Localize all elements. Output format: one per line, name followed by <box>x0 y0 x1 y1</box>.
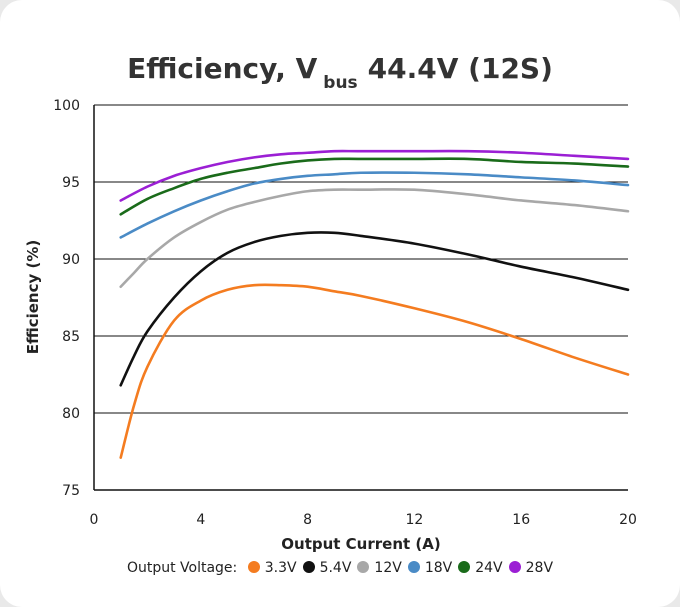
series-line-12V <box>119 188 630 289</box>
series-line-28V <box>119 149 630 202</box>
legend-item-18V: 18V <box>407 560 453 576</box>
x-tick-label: 20 <box>619 512 637 528</box>
x-tick-label: 0 <box>90 512 99 528</box>
legend-label: 28V <box>525 560 554 576</box>
series-lines <box>119 149 630 459</box>
chart-title-suffix: 44.4V (12S) <box>368 52 553 85</box>
tick-labels: 75 80 85 90 95 100 0 4 8 12 16 20 <box>53 98 637 528</box>
x-axis-title: Output Current (A) <box>281 535 440 553</box>
x-tick-label: 4 <box>196 512 205 528</box>
legend-swatch <box>407 561 420 573</box>
legend-item-28V: 28V <box>508 560 554 576</box>
x-tick-label: 12 <box>405 512 423 528</box>
legend-label: 24V <box>475 560 503 576</box>
legend-item-5.4V: 5.4V <box>302 560 352 576</box>
y-tick-label: 90 <box>62 252 80 268</box>
chart-title-subscript: bus <box>323 73 357 93</box>
legend-label: 12V <box>374 560 402 576</box>
legend-item-3.3V: 3.3V <box>247 560 297 576</box>
grid-lines <box>94 104 628 414</box>
series-line-18V <box>119 171 630 239</box>
legend-title: Output Voltage: <box>126 560 238 576</box>
legend-items: 3.3V 5.4V 12V 18V 24V 28V <box>242 560 553 576</box>
series-line-3.3V <box>119 283 630 459</box>
axes <box>93 105 628 491</box>
legend-item-24V: 24V <box>458 560 503 576</box>
legend-swatch <box>302 561 315 573</box>
series-line-24V <box>119 157 630 216</box>
legend-item-12V: 12V <box>357 560 402 576</box>
legend-swatch <box>357 561 370 573</box>
y-tick-label: 95 <box>62 175 80 191</box>
legend: Output Voltage: 3.3V 5.4V 12V 18V 24V 28V <box>0 560 680 576</box>
x-tick-label: 8 <box>303 512 312 528</box>
legend-label: 3.3V <box>264 560 297 576</box>
y-tick-label: 85 <box>62 329 80 345</box>
chart-title-prefix: Efficiency, V <box>127 52 318 85</box>
y-tick-label: 100 <box>53 98 80 114</box>
legend-swatch <box>458 561 471 573</box>
x-tick-label: 16 <box>512 512 530 528</box>
legend-swatch <box>508 561 521 573</box>
legend-label: 18V <box>424 560 453 576</box>
series-line-5.4V <box>119 231 630 387</box>
y-tick-label: 75 <box>62 483 80 499</box>
legend-label: 5.4V <box>319 560 352 576</box>
y-axis-title: Efficiency (%) <box>24 240 42 355</box>
legend-swatch <box>247 561 260 573</box>
y-tick-label: 80 <box>62 406 80 422</box>
